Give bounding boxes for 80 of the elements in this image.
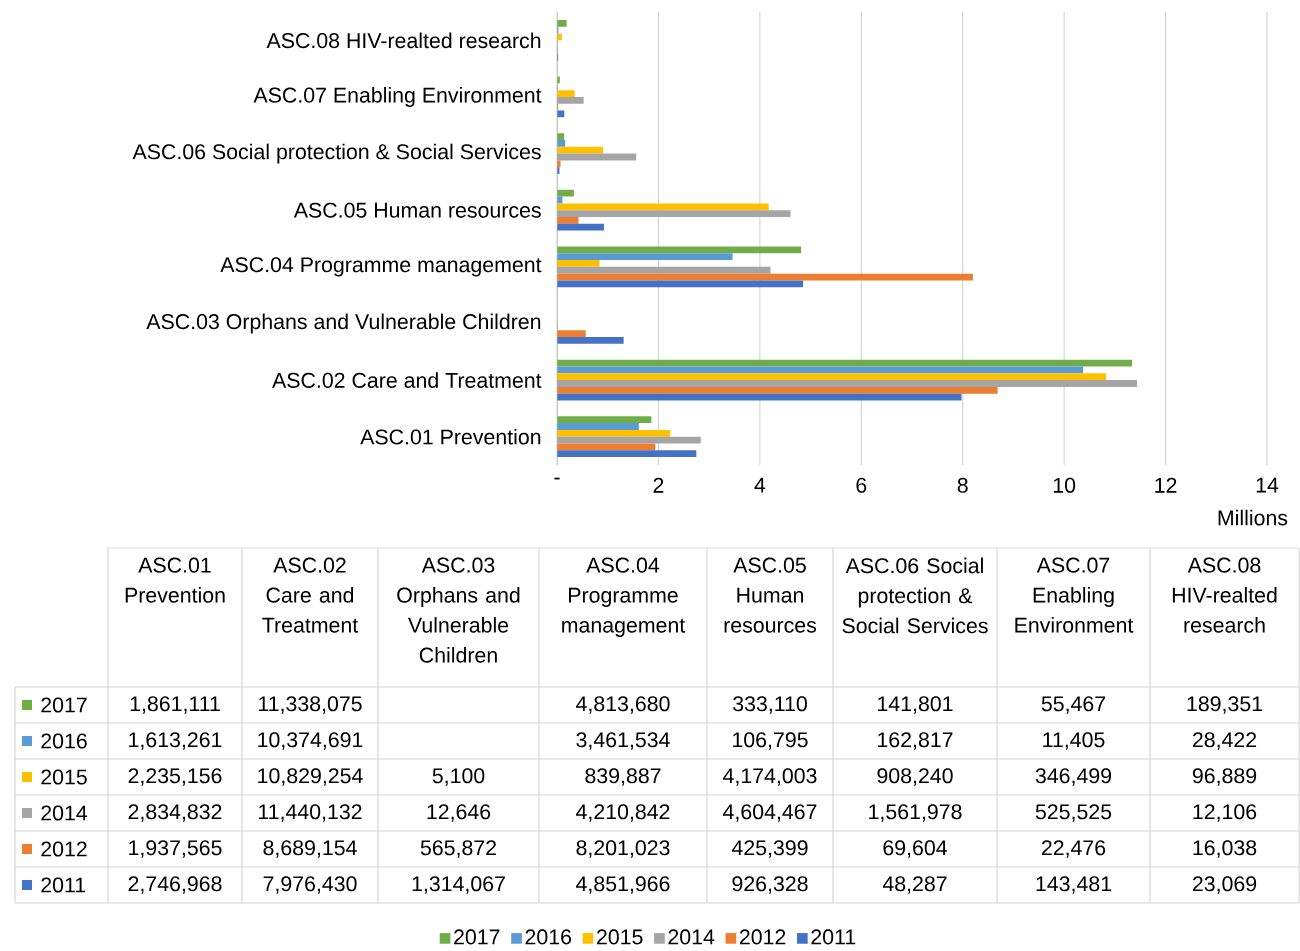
text: 4,174,003 [723, 768, 817, 786]
category-label: ASC.04 Programme management [562, 557, 686, 637]
text: 10,829,254 [258, 768, 363, 786]
text: 4,210,842 [576, 804, 670, 822]
text: 141,801 [878, 696, 953, 714]
text: 48,287 [882, 876, 947, 894]
legend-label: 2012 [739, 929, 786, 945]
y-tick-label: ASC.01 Prevention [360, 428, 541, 445]
text: 96,889 [1192, 768, 1257, 786]
y-tick-label: ASC.08 HIV-realted research [266, 32, 541, 49]
text: 1,613,261 [129, 732, 222, 750]
text: 11,405 [1043, 732, 1105, 750]
text: 22,476 [1041, 840, 1106, 858]
x-tick-label: - [554, 477, 560, 480]
text: 2017 [41, 697, 87, 713]
text: 8,201,023 [576, 840, 670, 858]
category-label: ASC.05 Human resources [724, 557, 817, 633]
y-tick-label: ASC.07 Enabling Environment [253, 87, 542, 107]
text: 2,834,832 [128, 804, 222, 822]
y-tick-label: ASC.03 Orphans and Vulnerable Children [146, 313, 541, 334]
x-tick-label: 2 [653, 477, 664, 493]
category-label: ASC.07 Enabling Environment [1015, 557, 1134, 633]
text: 346,499 [1035, 768, 1112, 786]
text: 1,561,978 [869, 804, 962, 822]
x-tick-label: 6 [856, 477, 867, 493]
text: 69,604 [883, 840, 947, 858]
text: 28,422 [1192, 732, 1257, 750]
y-tick-label: ASC.06 Social protection & Social Services [132, 143, 541, 164]
text: 2015 [41, 769, 87, 785]
text: 55,467 [1041, 696, 1106, 714]
text: 4,851,966 [576, 876, 670, 894]
y-tick-label: ASC.04 Programme management [220, 257, 542, 277]
text: 2,746,968 [128, 876, 222, 894]
text: 143,481 [1036, 876, 1111, 894]
text: 2014 [41, 805, 88, 821]
x-tick-label: 12 [1155, 477, 1177, 493]
text: 333,110 [733, 696, 807, 714]
text: 2016 [41, 733, 87, 749]
legend-label: 2015 [597, 929, 643, 945]
text: 23,069 [1192, 876, 1257, 894]
text: 565,872 [420, 840, 496, 858]
text: 1,937,565 [129, 840, 222, 858]
text: 525,525 [1035, 804, 1112, 822]
text: 839,887 [585, 768, 661, 786]
text: 425,399 [731, 840, 808, 858]
legend-label: 2014 [668, 929, 715, 945]
x-tick-label: 4 [754, 477, 766, 493]
legend-label: 2011 [811, 929, 856, 945]
category-label: ASC.06 Social protection & Social Services [842, 557, 988, 634]
text: 1,314,067 [412, 876, 505, 894]
text: 2,235,156 [128, 768, 222, 786]
text: 4,813,680 [576, 696, 670, 714]
text: 12,106 [1193, 804, 1257, 822]
text: 1,861,111 [130, 696, 220, 714]
y-tick-label: ASC.05 Human resources [293, 202, 541, 218]
x-tick-label: 10 [1053, 477, 1076, 493]
text: 162,817 [878, 732, 953, 750]
text: 12,646 [427, 804, 491, 822]
text: 926,328 [732, 876, 808, 894]
y-tick-label: ASC.02 Care and Treatment [272, 372, 542, 388]
x-axis-title: Millions [1218, 509, 1288, 526]
category-label: ASC.08 HIV-realted research [1172, 557, 1277, 633]
text: 5,100 [432, 768, 485, 786]
text: 908,240 [877, 768, 953, 786]
text: 11,440,132 [259, 804, 362, 822]
text: 189,351 [1187, 696, 1263, 714]
x-tick-label: 14 [1256, 477, 1279, 493]
text: 106,795 [733, 732, 808, 750]
text: 2011 [41, 877, 86, 893]
text: 2012 [41, 841, 87, 857]
text: 11,338,075 [259, 696, 362, 714]
text: 16,038 [1193, 840, 1257, 858]
text: 7,976,430 [263, 876, 357, 894]
text: 3,461,534 [576, 732, 670, 750]
text: 10,374,691 [258, 732, 363, 750]
x-tick-label: 8 [957, 477, 968, 493]
legend-label: 2017 [454, 929, 500, 945]
text: 8,689,154 [263, 840, 357, 858]
text: 4,604,467 [723, 804, 817, 822]
legend-label: 2016 [525, 929, 572, 945]
